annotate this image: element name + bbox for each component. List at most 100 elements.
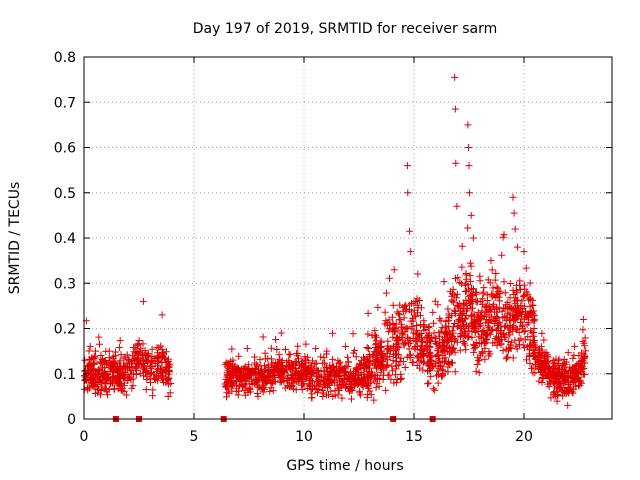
data-point [329, 355, 337, 363]
data-point [392, 365, 400, 373]
data-point [502, 355, 510, 363]
data-point [544, 367, 552, 375]
data-point [336, 367, 344, 375]
data-point [308, 394, 316, 402]
data-point [554, 391, 562, 399]
data-point [121, 369, 129, 377]
data-point [488, 266, 496, 274]
data-point [570, 385, 577, 393]
data-point [417, 342, 425, 350]
data-point [493, 292, 501, 300]
data-point [390, 266, 398, 274]
data-point [408, 323, 416, 331]
data-point [149, 386, 157, 394]
data-point [558, 362, 566, 369]
data-point [465, 189, 473, 197]
data-point [287, 371, 295, 379]
data-point [134, 340, 142, 348]
data-point [539, 363, 547, 371]
data-point [118, 385, 126, 392]
data-point [271, 374, 279, 382]
data-point [425, 367, 433, 374]
data-point [403, 162, 411, 170]
data-point [295, 372, 303, 380]
data-point [428, 358, 436, 366]
data-point [536, 345, 544, 353]
data-point [294, 342, 302, 350]
data-point [467, 297, 475, 305]
data-point [228, 345, 236, 353]
data-point [515, 328, 523, 336]
data-point [139, 297, 147, 305]
data-point [502, 301, 510, 309]
data-point [498, 307, 506, 315]
data-point [101, 357, 108, 365]
data-point [483, 330, 491, 338]
data-point [382, 317, 390, 325]
data-point [258, 366, 266, 374]
data-point [436, 332, 444, 340]
data-point [148, 345, 156, 353]
data-point [252, 377, 260, 385]
data-point [445, 323, 453, 331]
data-point [509, 193, 517, 201]
data-point [525, 319, 533, 327]
data-point [481, 344, 489, 352]
data-point [540, 359, 548, 367]
data-point [456, 279, 464, 286]
data-point [96, 340, 103, 348]
data-point [379, 352, 387, 360]
data-point [417, 330, 425, 337]
data-point [565, 368, 573, 376]
data-point [397, 375, 405, 382]
data-point [377, 338, 385, 346]
data-point [312, 345, 320, 353]
data-point [314, 389, 321, 397]
data-point [259, 333, 267, 341]
data-point [524, 343, 532, 351]
data-point [269, 387, 277, 395]
data-point [389, 321, 397, 328]
data-point [291, 375, 299, 383]
data-point [405, 340, 412, 348]
data-point [418, 338, 426, 346]
data-point [223, 371, 231, 379]
data-point [125, 357, 133, 365]
data-point [454, 302, 462, 310]
data-point [338, 394, 346, 402]
data-point [563, 358, 571, 366]
data-point [550, 369, 558, 377]
data-point [390, 328, 398, 335]
data-point [329, 329, 336, 337]
data-point [449, 345, 457, 353]
data-point [520, 248, 528, 256]
data-point [481, 337, 489, 345]
data-point [490, 317, 498, 325]
data-point [396, 316, 404, 324]
data-point [473, 361, 481, 369]
data-point [384, 342, 392, 350]
data-point [451, 368, 459, 376]
data-point [401, 325, 409, 333]
data-point [539, 373, 546, 381]
data-point [384, 371, 392, 379]
data-point [364, 384, 372, 392]
data-point [281, 366, 289, 374]
data-point [506, 344, 514, 352]
data-point [341, 376, 349, 384]
x-axis-label: GPS time / hours [286, 458, 403, 474]
data-point [500, 278, 508, 286]
data-point [464, 332, 472, 340]
chart-title: Day 197 of 2019, SRMTID for receiver sar… [193, 21, 497, 37]
data-point [120, 373, 128, 381]
data-point [514, 296, 522, 304]
data-point [304, 353, 312, 361]
data-point [499, 330, 507, 338]
data-point [553, 375, 561, 383]
data-point [411, 344, 419, 352]
data-point [364, 345, 372, 352]
data-point [97, 352, 105, 359]
data-point [97, 391, 105, 399]
data-point [451, 105, 459, 113]
